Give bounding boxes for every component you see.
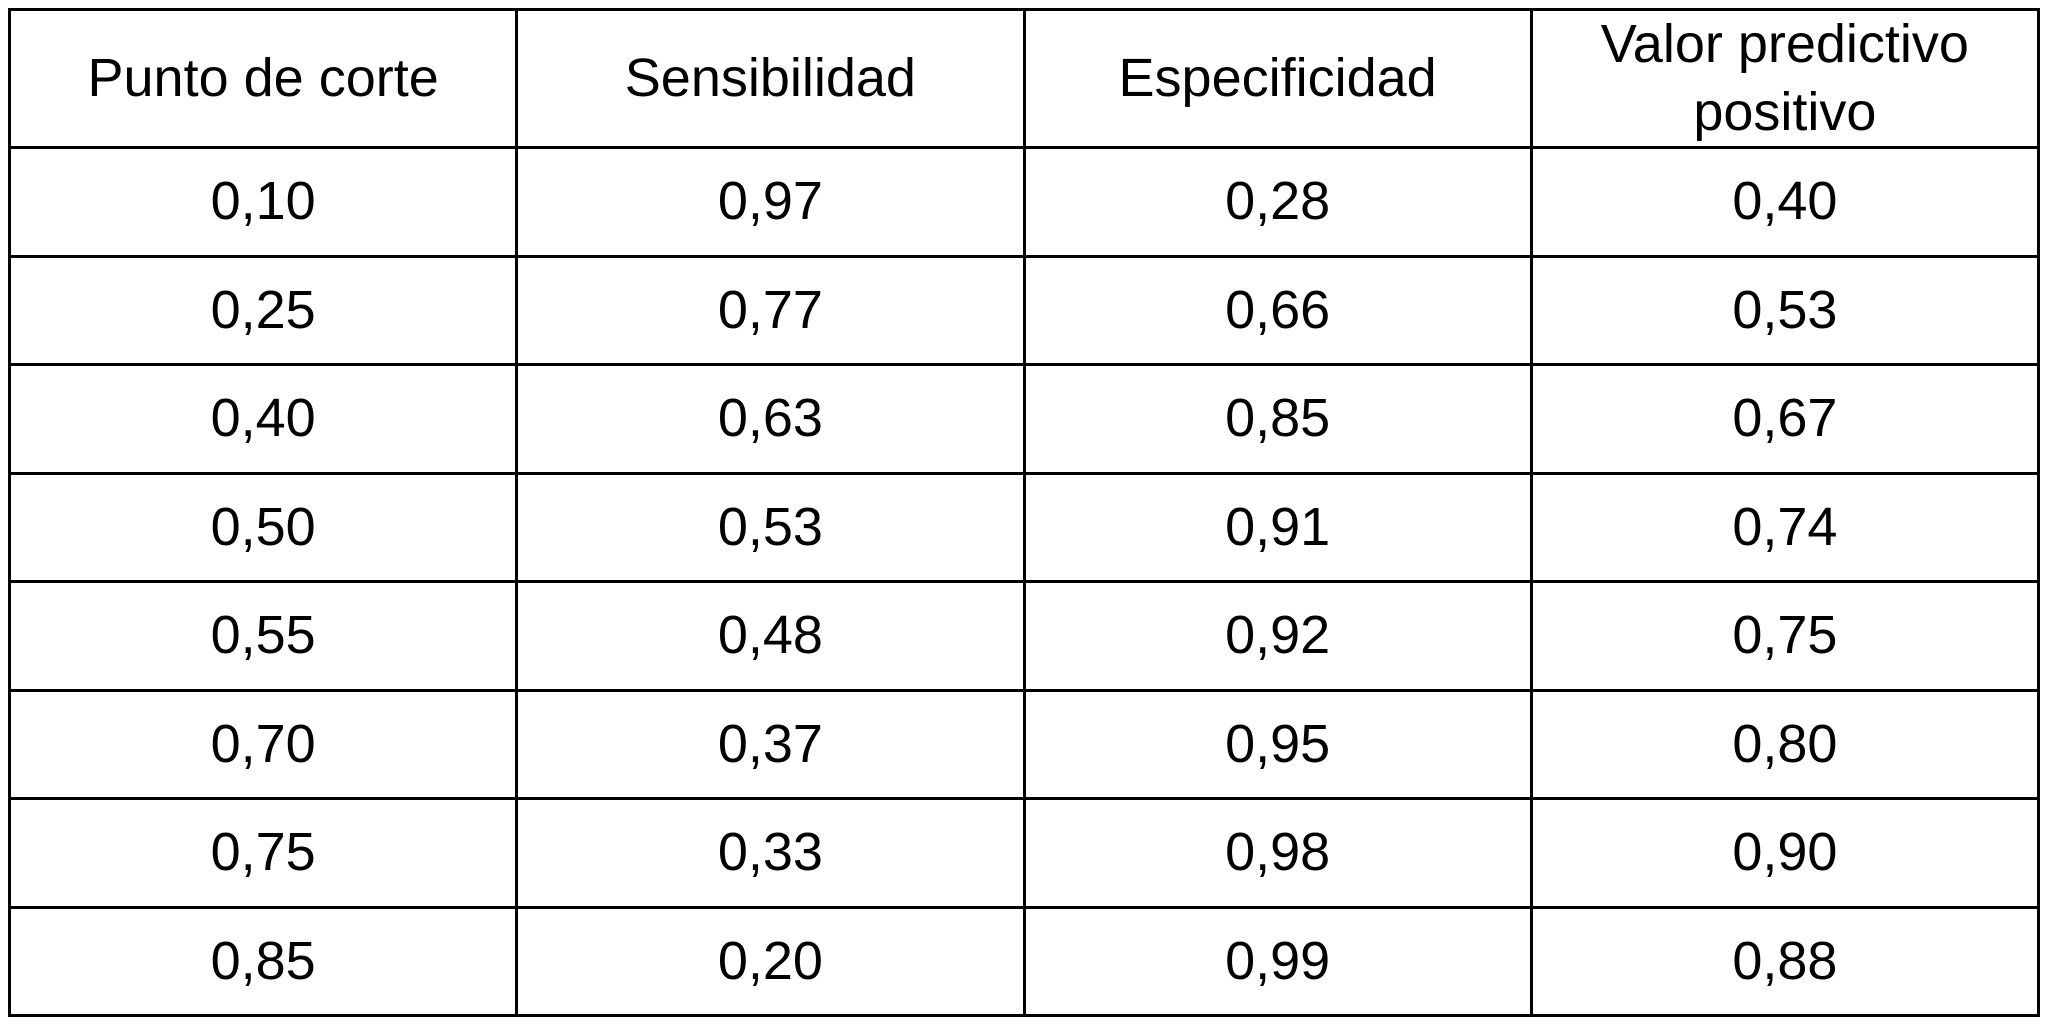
table-cell: 0,20 xyxy=(515,905,1026,1017)
table-cell: 0,55 xyxy=(7,580,519,692)
table-row: 0,50 0,53 0,91 0,74 xyxy=(7,471,2041,583)
table-cell: 0,63 xyxy=(515,363,1026,475)
column-header: Especificidad xyxy=(1022,8,1533,149)
table-row: 0,25 0,77 0,66 0,53 xyxy=(7,254,2041,366)
column-header: Valor predictivo positivo xyxy=(1529,8,2041,149)
table-cell: 0,66 xyxy=(1022,254,1533,366)
table-cell: 0,95 xyxy=(1022,688,1533,800)
table-cell: 0,50 xyxy=(7,471,519,583)
table-cell: 0,77 xyxy=(515,254,1026,366)
table-cell: 0,80 xyxy=(1529,688,2041,800)
table-cell: 0,88 xyxy=(1529,905,2041,1017)
table-row: 0,10 0,97 0,28 0,40 xyxy=(7,146,2041,258)
table-cell: 0,99 xyxy=(1022,905,1533,1017)
table-cell: 0,90 xyxy=(1529,797,2041,909)
table-cell: 0,75 xyxy=(7,797,519,909)
table-cell: 0,97 xyxy=(515,146,1026,258)
table-row: 0,70 0,37 0,95 0,80 xyxy=(7,688,2041,800)
table-cell: 0,48 xyxy=(515,580,1026,692)
table-cell: 0,92 xyxy=(1022,580,1533,692)
table-row: 0,40 0,63 0,85 0,67 xyxy=(7,363,2041,475)
table-row: 0,85 0,20 0,99 0,88 xyxy=(7,905,2041,1017)
table-cell: 0,40 xyxy=(7,363,519,475)
table-cell: 0,25 xyxy=(7,254,519,366)
table-cell: 0,10 xyxy=(7,146,519,258)
column-header: Punto de corte xyxy=(7,8,519,149)
table-cell: 0,40 xyxy=(1529,146,2041,258)
table-cell: 0,28 xyxy=(1022,146,1533,258)
table-cell: 0,70 xyxy=(7,688,519,800)
table-cell: 0,67 xyxy=(1529,363,2041,475)
table-cell: 0,33 xyxy=(515,797,1026,909)
table-cell: 0,75 xyxy=(1529,580,2041,692)
cutoff-metrics-table: Punto de corte Sensibilidad Especificidad V… xyxy=(7,8,2041,1017)
table-cell: 0,53 xyxy=(1529,254,2041,366)
table-cell: 0,91 xyxy=(1022,471,1533,583)
table-cell: 0,53 xyxy=(515,471,1026,583)
header-row: Punto de corte Sensibilidad Especificidad V… xyxy=(7,8,2041,149)
table-cell: 0,85 xyxy=(1022,363,1533,475)
table-cell: 0,85 xyxy=(7,905,519,1017)
table-row: 0,55 0,48 0,92 0,75 xyxy=(7,580,2041,692)
table-row: 0,75 0,33 0,98 0,90 xyxy=(7,797,2041,909)
table-cell: 0,98 xyxy=(1022,797,1533,909)
table-cell: 0,74 xyxy=(1529,471,2041,583)
table-body: 0,10 0,97 0,28 0,40 0,25 0,77 0,66 0,53 0,40 0,63… xyxy=(7,146,2041,1017)
column-header: Sensibilidad xyxy=(515,8,1026,149)
table-header: Punto de corte Sensibilidad Especificidad V… xyxy=(7,8,2041,149)
table-cell: 0,37 xyxy=(515,688,1026,800)
